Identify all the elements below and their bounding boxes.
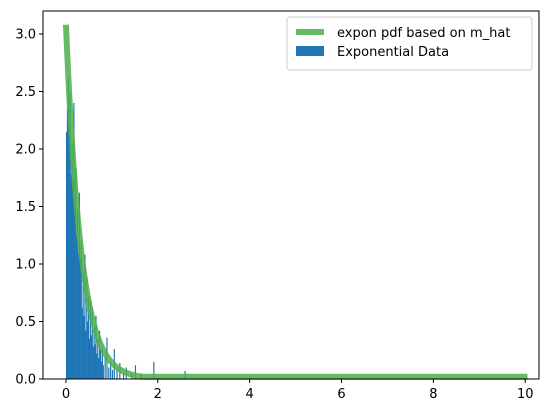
x-tick-label: 2 [154,387,162,402]
histogram-bar [84,254,86,379]
legend-pdf-label: expon pdf based on m_hat [337,26,510,41]
histogram-bar [76,235,78,379]
y-tick-label: 1.0 [15,258,36,273]
histogram-bar [101,346,103,379]
histogram-bar [102,365,104,379]
histogram-bar [108,367,110,379]
histogram-bar [92,346,94,379]
histogram-bar [91,307,93,379]
histogram-bar [67,77,69,379]
y-tick-label: 1.5 [15,200,36,215]
x-axis-ticks: 0 2 4 6 8 10 [62,379,534,402]
histogram-bar [85,330,87,379]
histogram-bar [83,315,85,379]
histogram-bar [88,338,91,379]
histogram-bar [68,126,70,379]
histogram-bar [74,206,76,379]
histogram-bar [100,361,103,379]
histogram-bar [65,131,68,379]
plot-frame [42,10,540,380]
y-tick-label: 2.5 [15,85,36,100]
legend: expon pdf based on m_hat Exponential Dat… [286,16,533,71]
histogram-bar [73,103,75,379]
histogram-bar [75,168,77,379]
histogram-bar [80,241,82,379]
histogram-bar [99,330,101,379]
histogram-bar [82,269,84,379]
histogram-bar [81,307,83,379]
legend-histogram-label: Exponential Data [337,45,449,60]
histogram-bar [93,327,95,379]
x-tick-label: 0 [62,387,70,402]
histogram-bar [153,361,155,379]
pdf-curve-line [62,24,530,380]
histogram-bar [95,315,97,379]
histogram-bar [77,252,80,379]
x-tick-label: 4 [246,387,254,402]
histogram-bar [104,356,106,379]
histogram-bar [122,372,125,379]
histogram-bar [94,344,96,379]
y-axis-ticks: 0.0 0.5 1.0 1.5 2.0 2.5 3.0 [15,28,43,388]
y-tick-label: 0.5 [15,315,36,330]
histogram-bar [66,108,69,379]
legend-histogram-swatch [296,46,324,56]
histogram-bar [88,296,90,379]
histogram-bar [87,321,89,379]
y-tick-label: 3.0 [15,28,36,43]
histogram-bar [134,365,137,379]
histogram-bar [96,353,98,379]
y-tick-label: 2.0 [15,143,36,158]
histogram-bar [90,335,92,379]
histogram-bar [70,174,72,379]
histogram-bar [72,181,74,379]
y-tick-label: 0.0 [15,373,36,388]
histogram-bar [99,350,102,379]
histogram-bar [86,277,88,379]
legend-box [286,16,533,71]
histogram-bar [110,361,112,379]
histogram-bar [71,143,73,379]
x-tick-label: 8 [429,387,437,402]
histogram-bar [89,300,92,379]
histogram-bar [79,258,81,379]
histogram-bar [111,369,114,379]
histogram-bar [76,208,79,379]
histogram-bar [97,338,99,379]
x-tick-label: 6 [337,387,345,402]
histogram-bar [69,93,71,380]
x-tick-label: 10 [517,387,534,402]
histogram-bar [116,367,118,379]
histogram-bar [98,358,100,379]
histogram-bar [78,192,81,379]
histogram-bars [65,77,186,380]
